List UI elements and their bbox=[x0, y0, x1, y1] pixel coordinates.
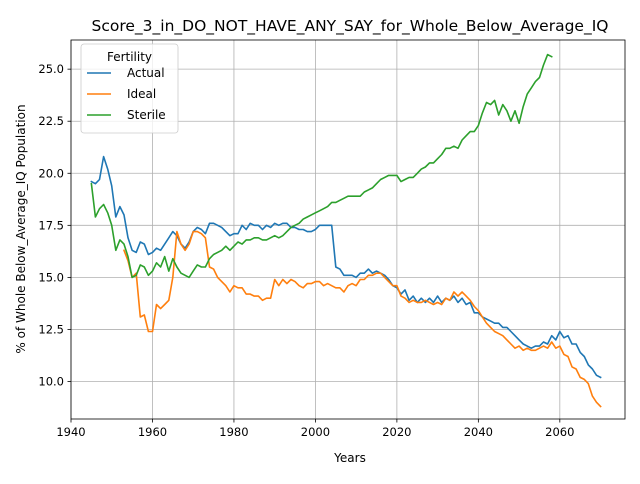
x-tick-label: 2020 bbox=[382, 425, 411, 439]
x-tick-label: 1940 bbox=[56, 425, 85, 439]
y-tick-label: 15.0 bbox=[38, 270, 64, 284]
series-lines bbox=[90, 53, 602, 408]
y-tick-label: 10.0 bbox=[38, 375, 64, 389]
legend-label-actual: Actual bbox=[127, 66, 165, 80]
legend-label-sterile: Sterile bbox=[127, 108, 166, 122]
y-axis-label: % of Whole Below_Average_IQ Population bbox=[14, 104, 28, 353]
y-tick-label: 20.0 bbox=[38, 166, 64, 180]
y-tick-label: 25.0 bbox=[38, 62, 64, 76]
legend: Fertility Actual Ideal Sterile bbox=[80, 43, 179, 134]
x-tick-label: 2040 bbox=[464, 425, 493, 439]
y-tick-label: 12.5 bbox=[38, 322, 64, 336]
legend-title: Fertility bbox=[107, 50, 152, 64]
x-tick-label: 1980 bbox=[219, 425, 248, 439]
x-axis-label: Years bbox=[333, 451, 366, 465]
x-tick-label: 1960 bbox=[138, 425, 167, 439]
legend-entries: Actual Ideal Sterile bbox=[87, 66, 166, 122]
legend-label-ideal: Ideal bbox=[127, 87, 156, 101]
legend-entry-sterile: Sterile bbox=[87, 108, 166, 122]
x-tick-label: 2060 bbox=[545, 425, 574, 439]
x-axis-ticks: 1940 1960 1980 2000 2020 2040 2060 bbox=[56, 419, 574, 439]
legend-box bbox=[80, 43, 179, 134]
grid bbox=[70, 40, 625, 419]
legend-entry-actual: Actual bbox=[87, 66, 165, 80]
y-tick-label: 22.5 bbox=[38, 114, 64, 128]
series-line-sterile bbox=[90, 53, 553, 279]
chart-title: Score_3_in_DO_NOT_HAVE_ANY_SAY_for_Whole… bbox=[92, 17, 609, 36]
plot-area bbox=[70, 39, 626, 420]
legend-entry-ideal: Ideal bbox=[87, 87, 156, 101]
x-tick-label: 2000 bbox=[301, 425, 330, 439]
y-axis-ticks: 10.0 12.5 15.0 17.5 20.0 22.5 25.0 bbox=[38, 62, 71, 389]
series-line-ideal bbox=[122, 230, 602, 408]
y-tick-label: 17.5 bbox=[38, 218, 64, 232]
